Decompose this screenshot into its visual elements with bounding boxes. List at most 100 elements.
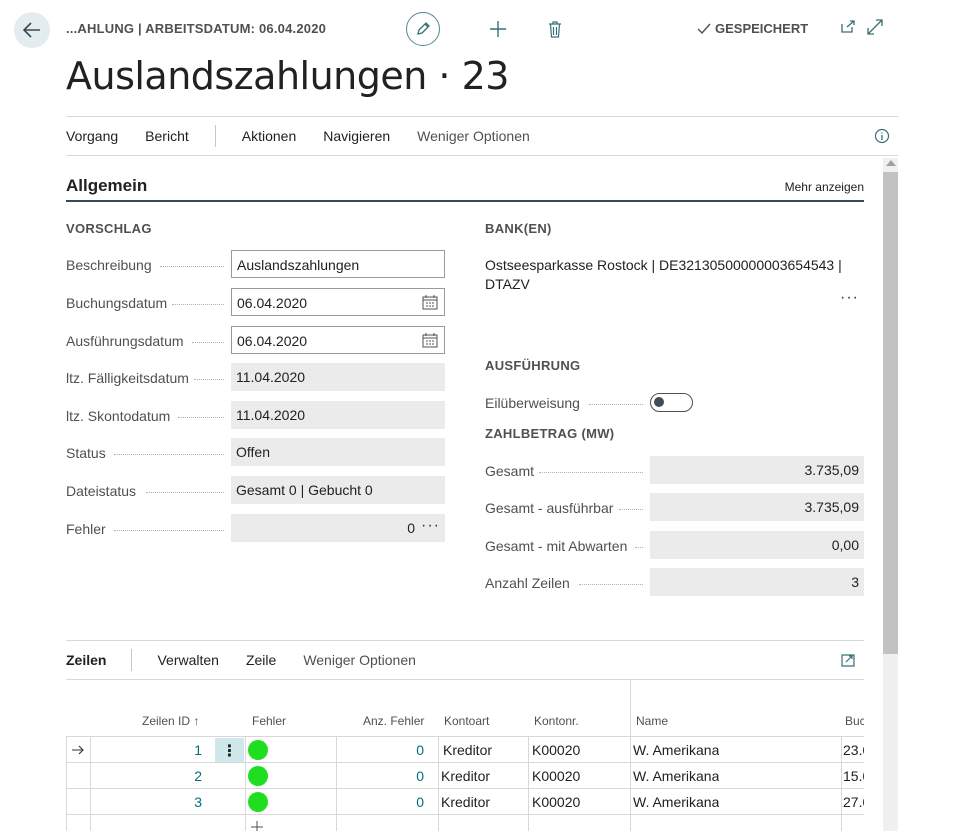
add-row-icon[interactable] <box>251 815 263 831</box>
vertical-scrollbar[interactable] <box>883 158 898 831</box>
label-leader <box>178 417 224 418</box>
open-in-window-icon[interactable] <box>840 652 856 668</box>
col-header-kontonr[interactable]: Kontonr. <box>534 714 579 728</box>
table-row[interactable]: 2 0 Kreditor K00020 W. Amerikana 15.0 <box>66 762 864 788</box>
action-vorgang[interactable]: Vorgang <box>66 128 119 144</box>
action-navigieren[interactable]: Navigieren <box>323 128 391 144</box>
skontodatum-value: 11.04.2020 <box>231 401 445 429</box>
action-separator <box>214 125 216 147</box>
row-id-link[interactable]: 1 <box>194 742 202 758</box>
section-title[interactable]: Allgemein <box>66 176 148 195</box>
fehler-more-icon[interactable]: ··· <box>421 517 440 534</box>
field-label-skontodatum: ltz. Skontodatum <box>66 408 171 424</box>
lines-action-verwalten[interactable]: Verwalten <box>157 652 219 668</box>
col-header-zeilen-id[interactable]: Zeilen ID ↑ <box>142 714 199 728</box>
action-aktionen[interactable]: Aktionen <box>241 128 297 144</box>
expand-icon[interactable] <box>866 18 884 36</box>
action-bericht[interactable]: Bericht <box>145 128 189 144</box>
kontoart-cell[interactable]: Kreditor <box>441 794 491 810</box>
name-cell[interactable]: W. Amerikana <box>633 794 720 810</box>
action-separator <box>131 649 133 671</box>
kontonr-cell[interactable]: K00020 <box>532 742 581 758</box>
current-row-arrow-icon <box>72 737 84 763</box>
grid-line <box>438 736 439 831</box>
col-header-fehler[interactable]: Fehler <box>252 714 287 728</box>
kontoart-cell[interactable]: Kreditor <box>441 768 491 784</box>
new-button[interactable] <box>483 14 513 44</box>
field-label-beschreibung: Beschreibung <box>66 257 152 273</box>
group-title-bank: BANK(EN) <box>485 221 552 236</box>
field-label-faelligkeitsdatum: ltz. Fälligkeitsdatum <box>66 370 189 386</box>
label-leader <box>619 509 643 510</box>
ausfuehrungsdatum-input[interactable]: 06.04.2020 <box>231 326 445 354</box>
lines-action-fewer-options[interactable]: Weniger Optionen <box>303 652 416 668</box>
scrollbar-thumb[interactable] <box>883 172 898 654</box>
back-button[interactable] <box>14 12 50 48</box>
scroll-up-arrow-icon[interactable] <box>886 160 896 166</box>
kontonr-cell[interactable]: K00020 <box>532 768 581 784</box>
saved-label: GESPEICHERT <box>715 21 809 36</box>
row-id-link[interactable]: 3 <box>194 794 202 810</box>
label-leader <box>192 342 224 343</box>
anz-fehler-link[interactable]: 0 <box>416 768 424 784</box>
dateistatus-value[interactable]: Gesamt 0 | Gebucht 0 <box>231 476 445 504</box>
table-row[interactable]: 1 ⋮ 0 Kreditor K00020 W. Amerikana 23.0 <box>66 736 864 763</box>
col-header-name[interactable]: Name <box>636 714 669 728</box>
col-header-anz-fehler[interactable]: Anz. Fehler <box>363 714 425 728</box>
field-label-buchungsdatum: Buchungsdatum <box>66 295 168 311</box>
lines-title[interactable]: Zeilen <box>66 652 107 668</box>
name-cell[interactable]: W. Amerikana <box>633 742 720 758</box>
buchungsdatum-cell[interactable]: 27.0 <box>843 794 864 810</box>
table-row[interactable]: 3 0 Kreditor K00020 W. Amerikana 27.0 <box>66 788 864 814</box>
label-leader <box>114 530 224 531</box>
calendar-icon[interactable] <box>422 294 438 310</box>
field-label-fehler: Fehler <box>66 521 106 537</box>
eilueberweisung-toggle[interactable] <box>650 393 693 412</box>
anz-fehler-link[interactable]: 0 <box>416 794 424 810</box>
gesamt-ausfuehrbar-value: 3.735,09 <box>650 493 864 521</box>
action-fewer-options[interactable]: Weniger Optionen <box>417 128 530 144</box>
field-label-eilueberweisung: Eilüberweisung <box>485 395 580 411</box>
action-bar: Vorgang Bericht Aktionen Navigieren Weni… <box>66 116 898 156</box>
buchungsdatum-cell[interactable]: 23.0 <box>843 742 864 758</box>
page-title: Auslandszahlungen · 23 <box>66 54 509 98</box>
label-leader <box>160 266 224 267</box>
open-new-window-icon[interactable] <box>838 18 856 36</box>
label-leader <box>172 304 224 305</box>
new-row[interactable] <box>66 814 864 831</box>
row-id-link[interactable]: 2 <box>194 768 202 784</box>
calendar-icon[interactable] <box>422 332 438 348</box>
beschreibung-input[interactable]: Auslandszahlungen <box>231 250 445 278</box>
plus-icon <box>490 21 506 37</box>
field-label-anzahl-zeilen: Anzahl Zeilen <box>485 575 570 591</box>
label-leader <box>579 584 643 585</box>
grid-line <box>245 736 246 831</box>
fehler-value[interactable]: 0 <box>231 514 445 542</box>
edit-button[interactable] <box>406 12 440 46</box>
buchungsdatum-cell[interactable]: 15.0 <box>843 768 864 784</box>
column-divider <box>630 680 631 736</box>
col-header-buchungsdatum[interactable]: Buc <box>845 714 864 728</box>
grid-line <box>630 736 631 831</box>
kontoart-cell[interactable]: Kreditor <box>443 742 493 758</box>
anz-fehler-link[interactable]: 0 <box>416 742 424 758</box>
bank-value[interactable]: Ostseesparkasse Rostock | DE321305000000… <box>485 257 842 292</box>
delete-button[interactable] <box>540 14 570 44</box>
name-cell[interactable]: W. Amerikana <box>633 768 720 784</box>
field-label-gesamt-ausfuehrbar: Gesamt - ausführbar <box>485 500 614 516</box>
col-header-kontoart[interactable]: Kontoart <box>444 714 490 728</box>
lines-action-zeile[interactable]: Zeile <box>245 652 277 668</box>
status-dot-icon <box>248 766 268 786</box>
toggle-knob <box>654 397 664 407</box>
section-header-allgemein: Allgemein Mehr anzeigen <box>66 170 864 202</box>
bank-more-icon[interactable]: ··· <box>840 289 859 306</box>
row-actions-icon[interactable]: ⋮ <box>215 738 244 763</box>
lines-grid: 1 ⋮ 0 Kreditor K00020 W. Amerikana 23.0 … <box>66 736 864 831</box>
buchungsdatum-input[interactable]: 06.04.2020 <box>231 288 445 316</box>
field-label-status: Status <box>66 445 106 461</box>
show-more-link[interactable]: Mehr anzeigen <box>784 180 864 194</box>
anzahl-zeilen-value[interactable]: 3 <box>650 568 864 596</box>
kontonr-cell[interactable]: K00020 <box>532 794 581 810</box>
info-icon[interactable] <box>874 128 890 144</box>
arrow-left-icon <box>23 22 40 38</box>
